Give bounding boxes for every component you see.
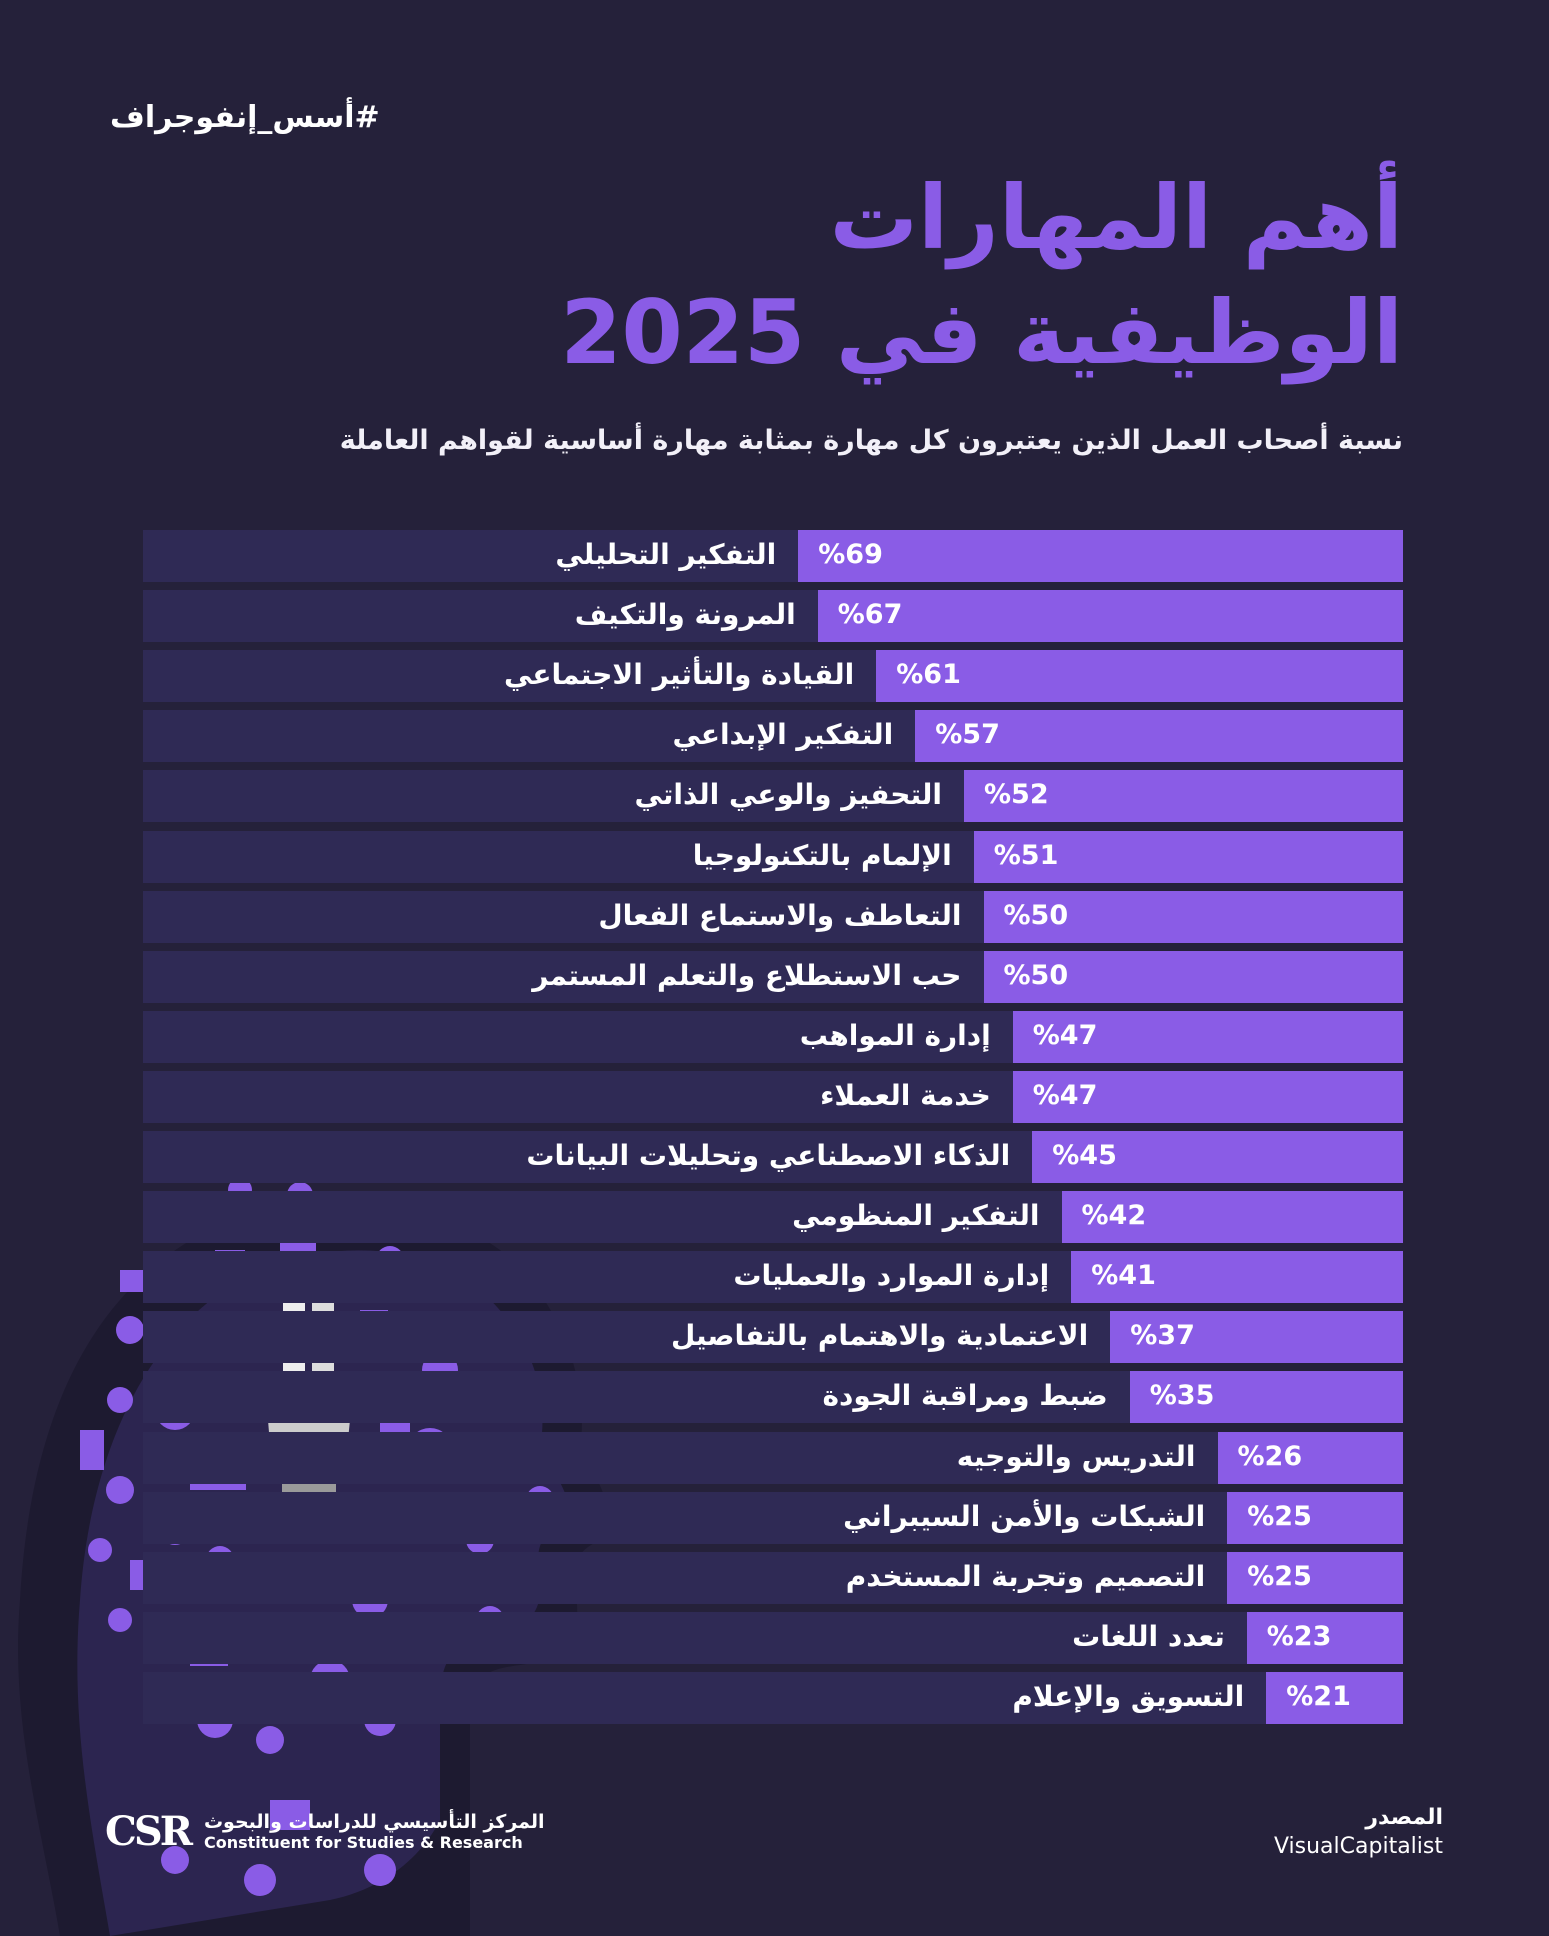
bar: %57 (915, 710, 1403, 763)
bar: %69 (798, 530, 1403, 582)
org-name-ar: المركز التأسيسي للدراسات والبحوث (203, 1811, 545, 1833)
category-label: الإلمام بالتكنولوجيا (692, 838, 952, 872)
bar-row: %50 حب الاستطلاع والتعلم المستمر (143, 950, 1403, 1003)
category-label: ضبط ومراقبة الجودة (822, 1379, 1108, 1413)
bar-row: %61 القيادة والتأثير الاجتماعي (143, 650, 1403, 703)
category-label: إدارة المواهب (799, 1018, 991, 1052)
bar-row: %47 إدارة المواهب (143, 1010, 1403, 1063)
value-label: %25 (1247, 1500, 1312, 1532)
category-label: تعدد اللغات (1072, 1619, 1225, 1653)
value-label: %50 (1003, 899, 1069, 931)
bar-row: %37 الاعتمادية والاهتمام بالتفاصيل (143, 1311, 1403, 1364)
category-label: حب الاستطلاع والتعلم المستمر (532, 958, 962, 992)
bar-row: %23 تعدد اللغات (143, 1611, 1403, 1664)
category-label: الذكاء الاصطناعي وتحليلات البيانات (526, 1139, 1011, 1172)
category-label: الاعتمادية والاهتمام بالتفاصيل (670, 1319, 1089, 1353)
bar-row: %47 خدمة العملاء (143, 1070, 1403, 1123)
value-label: %21 (1286, 1680, 1351, 1712)
bar: %25 (1227, 1551, 1403, 1604)
value-label: %35 (1149, 1380, 1215, 1412)
category-label: التعاطف والاستماع الفعال (598, 898, 962, 932)
bar: %37 (1110, 1311, 1403, 1364)
bar-row: %45 الذكاء الاصطناعي وتحليلات البيانات (143, 1131, 1403, 1183)
value-label: %57 (935, 719, 1000, 751)
value-label: %41 (1091, 1260, 1156, 1292)
category-label: خدمة العملاء (820, 1078, 991, 1112)
bar-row: %42 التفكير المنظومي (143, 1191, 1403, 1244)
bar: %61 (876, 650, 1403, 703)
value-label: %47 (1032, 1019, 1098, 1051)
source-value: VisualCapitalist (1273, 1834, 1443, 1859)
bar: %51 (973, 830, 1403, 883)
bar-row: %50 التعاطف والاستماع الفعال (143, 890, 1403, 943)
bar: %21 (1266, 1671, 1403, 1724)
bar-row: %52 التحفيز والوعي الذاتي (143, 770, 1403, 823)
bar-row: %25 التصميم وتجربة المستخدم (143, 1551, 1403, 1604)
bar: %42 (1061, 1191, 1403, 1244)
category-label: التفكير التحليلي (555, 538, 777, 571)
bar-row: %69 التفكير التحليلي (143, 530, 1403, 582)
category-label: إدارة الموارد والعمليات (733, 1259, 1050, 1293)
value-label: %45 (1052, 1140, 1117, 1171)
category-label: التصميم وتجربة المستخدم (845, 1559, 1206, 1593)
value-label: %25 (1247, 1560, 1312, 1592)
page-title: أهم المهارات الوظيفية في 2025 (560, 160, 1403, 390)
value-label: %51 (993, 839, 1059, 871)
value-label: %37 (1130, 1320, 1195, 1352)
bar-row: %25 الشبكات والأمن السيبراني (143, 1491, 1403, 1544)
category-label: التحفيز والوعي الذاتي (634, 778, 942, 812)
bar-row: %26 التدريس والتوجيه (143, 1431, 1403, 1484)
value-label: %47 (1032, 1079, 1098, 1111)
value-label: %69 (818, 539, 883, 570)
bar-row: %51 الإلمام بالتكنولوجيا (143, 830, 1403, 883)
subtitle: نسبة أصحاب العمل الذين يعتبرون كل مهارة … (339, 425, 1403, 456)
category-label: التفكير المنظومي (792, 1199, 1040, 1233)
bar: %50 (983, 950, 1403, 1003)
value-label: %67 (837, 599, 903, 631)
category-label: التدريس والتوجيه (956, 1439, 1196, 1473)
value-label: %26 (1237, 1440, 1303, 1472)
bar-row: %57 التفكير الإبداعي (143, 710, 1403, 763)
bar: %52 (964, 770, 1403, 823)
source-label: المصدر (1365, 1805, 1443, 1830)
source: المصدر VisualCapitalist (1274, 1805, 1443, 1859)
bar: %23 (1246, 1611, 1403, 1664)
bar: %50 (983, 890, 1403, 943)
csr-logo: CSR (105, 1808, 193, 1855)
bar: %67 (817, 590, 1403, 643)
value-label: %42 (1081, 1200, 1147, 1232)
category-label: الشبكات والأمن السيبراني (843, 1499, 1206, 1533)
bar: %35 (1129, 1371, 1403, 1424)
bar: %26 (1217, 1431, 1403, 1484)
bar: %45 (1032, 1131, 1403, 1183)
category-label: التفكير الإبداعي (672, 718, 894, 752)
category-label: المرونة والتكيف (574, 598, 796, 632)
org-logo: CSR المركز التأسيسي للدراسات والبحوث Con… (105, 1808, 545, 1855)
bar: %47 (1012, 1010, 1403, 1063)
value-label: %61 (896, 659, 961, 691)
bar-row: %35 ضبط ومراقبة الجودة (143, 1371, 1403, 1424)
org-name-en: Constituent for Studies & Research (203, 1833, 523, 1852)
bar-row: %21 التسويق والإعلام (143, 1671, 1403, 1724)
value-label: %50 (1003, 959, 1069, 991)
title-line-2: الوظيفية في 2025 (560, 281, 1403, 384)
value-label: %52 (984, 779, 1049, 811)
title-line-1: أهم المهارات (829, 166, 1403, 269)
category-label: القيادة والتأثير الاجتماعي (504, 658, 855, 692)
hashtag: #أسس_إنفوجراف (110, 100, 380, 135)
category-label: التسويق والإعلام (1012, 1679, 1245, 1713)
value-label: %23 (1266, 1620, 1332, 1652)
bar: %41 (1071, 1251, 1403, 1304)
bar-row: %67 المرونة والتكيف (143, 590, 1403, 643)
bar: %25 (1227, 1491, 1403, 1544)
bar-row: %41 إدارة الموارد والعمليات (143, 1251, 1403, 1304)
bar: %47 (1012, 1070, 1403, 1123)
